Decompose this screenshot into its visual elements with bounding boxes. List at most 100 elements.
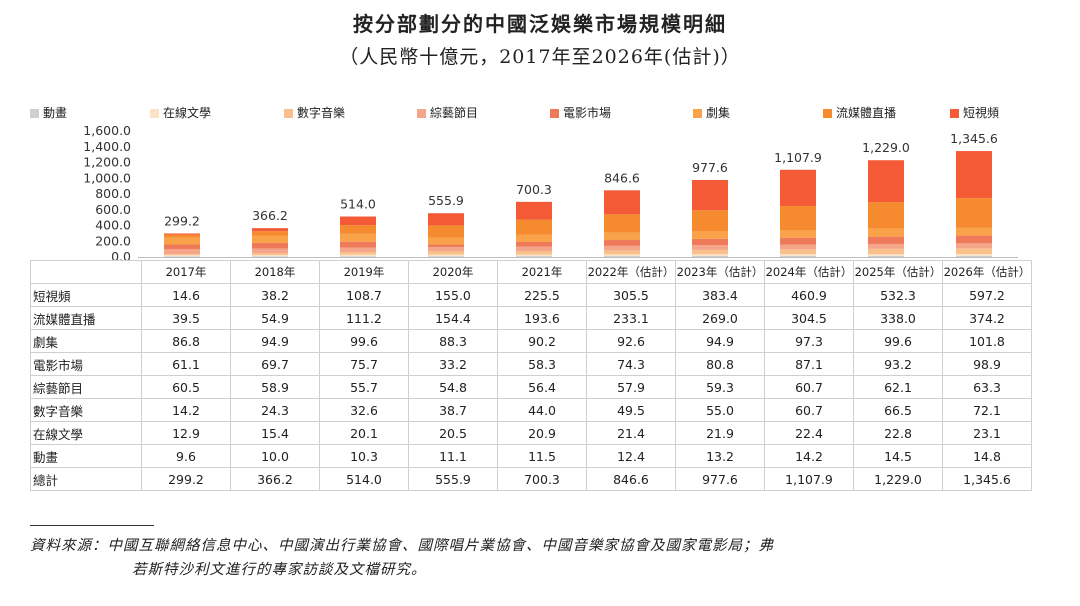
- table-cell: 99.6: [319, 329, 409, 353]
- table-cell: 154.4: [408, 306, 498, 330]
- bar-segment: [956, 255, 992, 257]
- table-cell: 66.5: [853, 398, 943, 422]
- bar-segment: [340, 241, 376, 248]
- bar-segment: [692, 231, 728, 239]
- table-cell: 44.0: [497, 398, 587, 422]
- table-cell: 555.9: [408, 467, 498, 491]
- table-row: 綜藝節目 60.5 58.9 55.7 54.8 56.4 57.9 59.3 60.7 62.1…: [30, 375, 1032, 399]
- bar-segment: [516, 254, 552, 257]
- table-cell: 56.4: [497, 375, 587, 399]
- bar-segment: [252, 231, 288, 236]
- bar-segment: [428, 251, 464, 255]
- legend-swatch: [823, 109, 832, 118]
- table-cell: 99.6: [853, 329, 943, 353]
- bar-segment: [604, 254, 640, 257]
- table-cell: 54.8: [408, 375, 498, 399]
- table-cell: 101.8: [942, 329, 1032, 353]
- y-tick-label: 200.0: [95, 233, 131, 248]
- legend-label: 電影市場: [563, 106, 612, 120]
- table-cell: 10.0: [230, 444, 320, 468]
- bar-segment: [604, 256, 640, 257]
- table-cell: 13.2: [675, 444, 765, 468]
- bar-segment: [956, 198, 992, 228]
- table-cell: 15.4: [230, 421, 320, 445]
- bar-segment: [340, 225, 376, 234]
- bar-segment: [340, 252, 376, 255]
- table-row: 動畫 9.6 10.0 10.3 11.1 11.5 12.4 13.2 14.2 14.5 14.…: [30, 444, 1032, 468]
- table-cell: 193.6: [497, 306, 587, 330]
- source-line-1: 資料來源：中國互聯網絡信息中心、中國演出行業協會、國際唱片業協會、中國音樂家協會…: [30, 538, 774, 554]
- legend-label: 動畫: [43, 106, 68, 120]
- bar-segment: [780, 255, 816, 257]
- stacked-bar-chart: 0.0200.0400.0600.0800.01,000.01,200.01,4…: [83, 123, 1018, 260]
- table-cell: 366.2: [230, 467, 320, 491]
- table-cell: 97.3: [764, 329, 854, 353]
- table-cell: 62.1: [853, 375, 943, 399]
- legend-label: 綜藝節目: [430, 106, 479, 120]
- table-cell: 597.2: [942, 283, 1032, 307]
- legend-swatch: [550, 109, 559, 118]
- bar-segment: [516, 234, 552, 242]
- table-cell: 39.5: [141, 306, 231, 330]
- legend-swatch: [30, 109, 39, 118]
- table-cell: 108.7: [319, 283, 409, 307]
- table-row-label: 綜藝節目: [30, 375, 142, 399]
- table-cell: 74.3: [586, 352, 676, 376]
- table-cell: 14.6: [141, 283, 231, 307]
- table-row: 電影市場 61.1 69.7 75.7 33.2 58.3 74.3 80.8 87.1 93.2…: [30, 352, 1032, 376]
- table-cell: 12.9: [141, 421, 231, 445]
- bar-segment: [692, 180, 728, 211]
- bar-segment: [692, 249, 728, 255]
- total-label: 514.0: [340, 197, 376, 212]
- table-cell: 80.8: [675, 352, 765, 376]
- bar-segment: [428, 254, 464, 257]
- table-cell: 383.4: [675, 283, 765, 307]
- table-cell: 90.2: [497, 329, 587, 353]
- table-cell: 38.2: [230, 283, 320, 307]
- total-label: 700.3: [516, 182, 552, 197]
- table-cell: 1,229.0: [853, 467, 943, 491]
- table-cell: 75.7: [319, 352, 409, 376]
- table-cell: 59.3: [675, 375, 765, 399]
- table-cell: 374.2: [942, 306, 1032, 330]
- table-cell: 338.0: [853, 306, 943, 330]
- table-cell: 33.2: [408, 352, 498, 376]
- table-cell: 21.9: [675, 421, 765, 445]
- bar-segment: [164, 233, 200, 235]
- legend-item: 短視頻: [950, 104, 999, 122]
- table-row: 總計 299.2 366.2 514.0 555.9 700.3 846.6 977.6 1,1…: [30, 467, 1032, 491]
- table-cell: 12.4: [586, 444, 676, 468]
- bar-segment: [164, 249, 200, 255]
- legend-label: 劇集: [706, 106, 731, 120]
- table-year-header: 2022年（估計）: [586, 260, 676, 284]
- table-row: 在線文學 12.9 15.4 20.1 20.5 20.9 21.4 21.9 22.4 22.8…: [30, 421, 1032, 445]
- table-cell: 846.6: [586, 467, 676, 491]
- table-cell: 11.1: [408, 444, 498, 468]
- legend-label: 流媒體直播: [836, 106, 897, 120]
- chart-legend: 動畫 在線文學 數字音樂 綜藝節目 電影市場 劇集 流媒體直播 短視頻: [30, 104, 1070, 122]
- bar-segment: [956, 235, 992, 244]
- table-cell: 49.5: [586, 398, 676, 422]
- table-year-header: 2017年: [141, 260, 231, 284]
- table-cell: 24.3: [230, 398, 320, 422]
- bar-segment: [692, 254, 728, 256]
- table-cell: 1,107.9: [764, 467, 854, 491]
- bar-segment: [340, 247, 376, 253]
- bar-segment: [252, 228, 288, 232]
- bar-segment: [340, 216, 376, 226]
- bar-segment: [692, 245, 728, 250]
- legend-swatch: [417, 109, 426, 118]
- legend-label: 短視頻: [963, 106, 1000, 120]
- y-tick-label: 1,600.0: [83, 123, 131, 138]
- table-row-label: 數字音樂: [30, 398, 142, 422]
- table-corner-cell: [30, 260, 142, 284]
- bar-segment: [516, 250, 552, 255]
- bar-segment: [868, 228, 904, 237]
- legend-item: 綜藝節目: [417, 104, 478, 122]
- bar-segment: [868, 243, 904, 249]
- table-cell: 63.3: [942, 375, 1032, 399]
- table-row-label: 總計: [30, 467, 142, 491]
- table-cell: 14.2: [764, 444, 854, 468]
- table-year-header: 2020年: [408, 260, 498, 284]
- table-year-header: 2018年: [230, 260, 320, 284]
